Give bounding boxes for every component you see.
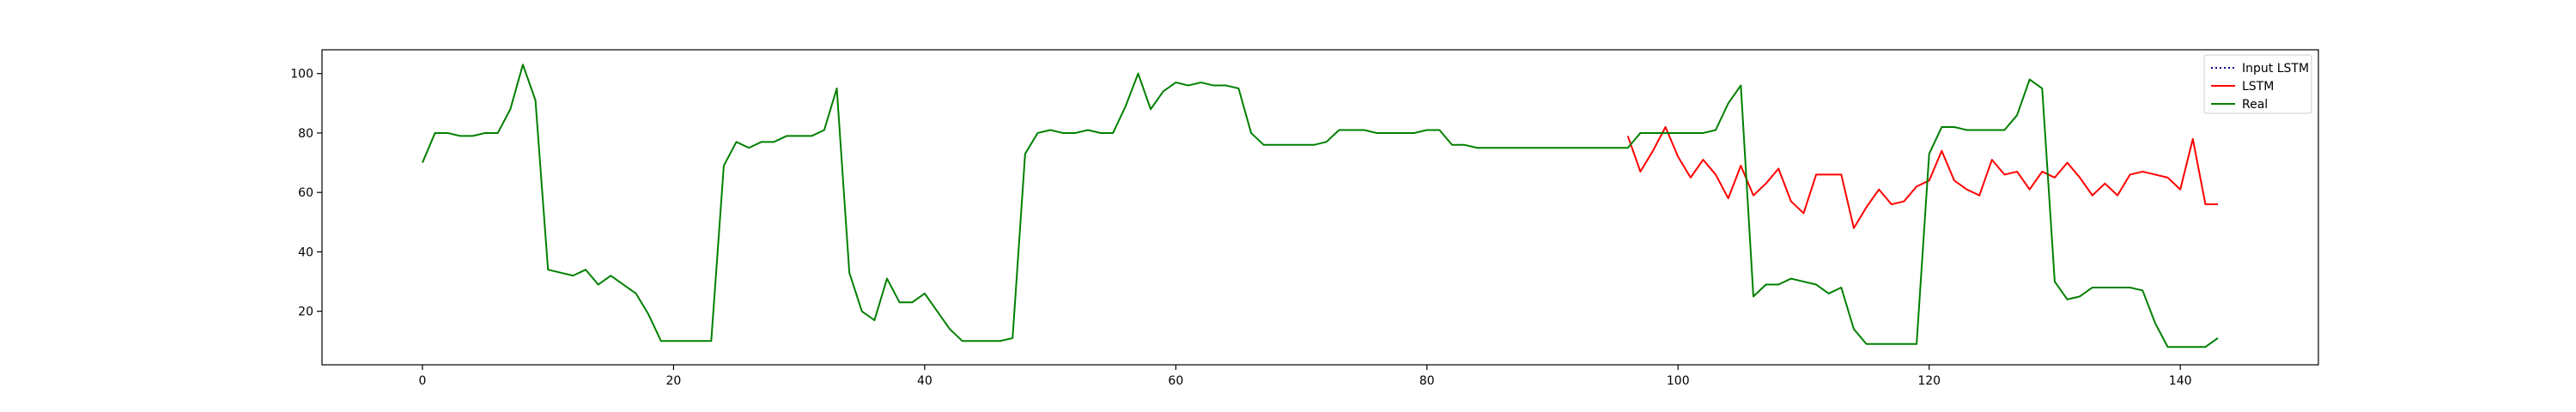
y-tick-label: 20 xyxy=(298,306,313,319)
axes-border xyxy=(321,49,2319,366)
series-line-real xyxy=(422,64,2219,348)
x-tick-label: 60 xyxy=(1168,374,1183,388)
x-tick-label: 80 xyxy=(1419,374,1435,388)
x-tick-label: 100 xyxy=(1667,374,1690,388)
y-tick-label: 80 xyxy=(298,127,313,141)
x-axis: 0 20 40 60 80 100 120 140 xyxy=(419,365,2192,388)
legend-box xyxy=(2203,54,2312,114)
x-tick-label: 40 xyxy=(917,374,933,388)
legend-label: LSTM xyxy=(2242,80,2274,94)
x-tick-label: 120 xyxy=(1917,374,1941,388)
legend: Input LSTM LSTM Real xyxy=(2203,54,2312,114)
legend-label: Input LSTM xyxy=(2242,62,2309,76)
x-tick-label: 140 xyxy=(2169,374,2192,388)
y-axis: 20 40 60 80 100 xyxy=(290,68,322,319)
y-tick-label: 40 xyxy=(298,245,313,259)
x-tick-label: 0 xyxy=(419,374,427,388)
series-line-lstm xyxy=(1626,126,2219,229)
x-tick-label: 20 xyxy=(666,374,682,388)
series-layer xyxy=(422,64,2219,348)
axes-frame xyxy=(321,49,2319,366)
legend-label: Real xyxy=(2242,98,2268,112)
y-tick-label: 60 xyxy=(298,186,313,200)
y-tick-label: 100 xyxy=(290,68,313,82)
